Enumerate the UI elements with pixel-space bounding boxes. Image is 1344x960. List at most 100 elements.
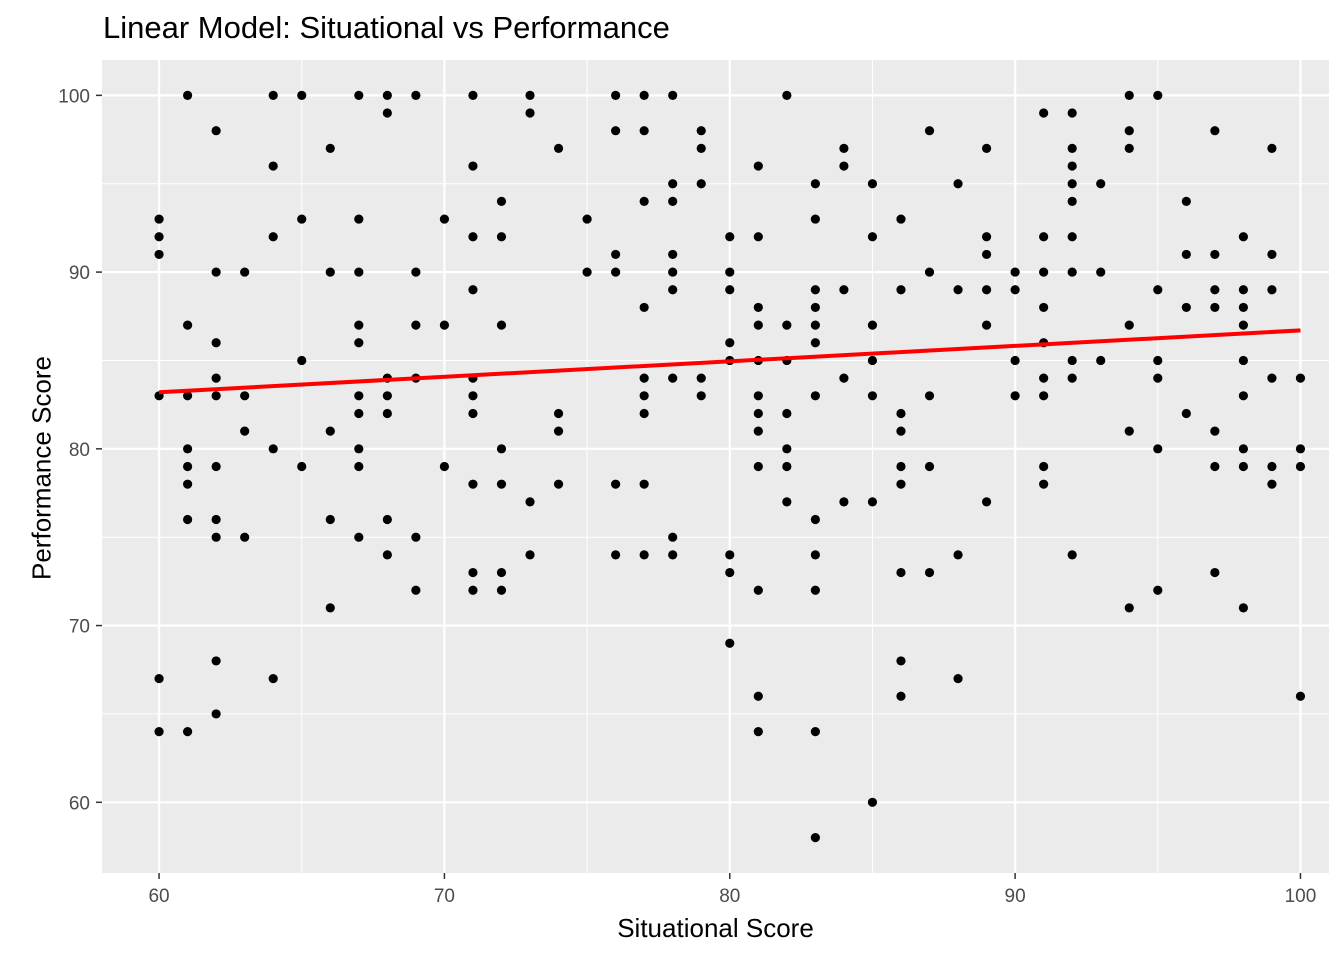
data-point bbox=[497, 480, 506, 489]
data-point bbox=[1068, 161, 1077, 170]
data-point bbox=[896, 656, 905, 665]
data-point bbox=[440, 321, 449, 330]
data-point bbox=[297, 356, 306, 365]
data-point bbox=[1267, 144, 1276, 153]
data-point bbox=[497, 321, 506, 330]
data-point bbox=[1239, 603, 1248, 612]
data-point bbox=[1039, 462, 1048, 471]
data-point bbox=[554, 427, 563, 436]
data-point bbox=[896, 480, 905, 489]
data-point bbox=[326, 267, 335, 276]
data-point bbox=[1125, 126, 1134, 135]
data-point bbox=[269, 444, 278, 453]
data-point bbox=[697, 144, 706, 153]
data-point bbox=[811, 515, 820, 524]
data-point bbox=[1210, 568, 1219, 577]
data-point bbox=[925, 391, 934, 400]
data-point bbox=[1068, 267, 1077, 276]
data-point bbox=[440, 214, 449, 223]
data-point bbox=[1296, 374, 1305, 383]
data-point bbox=[725, 639, 734, 648]
data-point bbox=[1011, 285, 1020, 294]
data-point bbox=[640, 550, 649, 559]
data-point bbox=[354, 409, 363, 418]
data-point bbox=[811, 338, 820, 347]
data-point bbox=[1239, 356, 1248, 365]
data-point bbox=[754, 232, 763, 241]
data-point bbox=[668, 250, 677, 259]
data-point bbox=[896, 568, 905, 577]
data-point bbox=[383, 550, 392, 559]
x-axis-ticks: 60 70 80 90 100 bbox=[148, 873, 1316, 907]
data-point bbox=[1296, 444, 1305, 453]
data-point bbox=[1296, 462, 1305, 471]
data-point bbox=[697, 179, 706, 188]
data-point bbox=[697, 126, 706, 135]
data-point bbox=[468, 232, 477, 241]
data-point bbox=[1267, 285, 1276, 294]
data-point bbox=[1210, 427, 1219, 436]
data-point bbox=[1239, 444, 1248, 453]
data-point bbox=[354, 91, 363, 100]
data-point bbox=[754, 391, 763, 400]
data-point bbox=[839, 144, 848, 153]
data-point bbox=[1125, 91, 1134, 100]
data-point bbox=[668, 197, 677, 206]
data-point bbox=[668, 374, 677, 383]
data-point bbox=[354, 321, 363, 330]
data-point bbox=[868, 321, 877, 330]
data-point bbox=[354, 533, 363, 542]
data-point bbox=[868, 798, 877, 807]
data-point bbox=[1267, 480, 1276, 489]
data-point bbox=[582, 214, 591, 223]
data-point bbox=[354, 338, 363, 347]
data-point bbox=[240, 427, 249, 436]
data-point bbox=[411, 586, 420, 595]
data-point bbox=[782, 321, 791, 330]
data-point bbox=[1068, 356, 1077, 365]
data-point bbox=[1125, 144, 1134, 153]
data-point bbox=[383, 515, 392, 524]
data-point bbox=[1239, 285, 1248, 294]
data-point bbox=[754, 462, 763, 471]
data-point bbox=[754, 321, 763, 330]
data-point bbox=[754, 409, 763, 418]
y-tick-label: 100 bbox=[58, 86, 90, 107]
data-point bbox=[154, 232, 163, 241]
data-point bbox=[982, 497, 991, 506]
data-point bbox=[1068, 197, 1077, 206]
data-point bbox=[440, 462, 449, 471]
data-point bbox=[725, 568, 734, 577]
x-tick-label: 80 bbox=[719, 886, 740, 907]
data-point bbox=[497, 232, 506, 241]
data-point bbox=[554, 480, 563, 489]
x-tick-label: 60 bbox=[148, 886, 169, 907]
data-point bbox=[668, 285, 677, 294]
data-point bbox=[782, 91, 791, 100]
data-point bbox=[1068, 144, 1077, 153]
data-point bbox=[297, 462, 306, 471]
data-point bbox=[953, 550, 962, 559]
data-point bbox=[354, 267, 363, 276]
data-point bbox=[326, 515, 335, 524]
data-point bbox=[240, 533, 249, 542]
data-point bbox=[212, 533, 221, 542]
data-point bbox=[1068, 108, 1077, 117]
data-point bbox=[953, 285, 962, 294]
data-point bbox=[269, 232, 278, 241]
data-point bbox=[896, 285, 905, 294]
data-point bbox=[326, 144, 335, 153]
y-tick-label: 90 bbox=[69, 263, 90, 284]
data-point bbox=[154, 674, 163, 683]
data-point bbox=[982, 144, 991, 153]
data-point bbox=[754, 727, 763, 736]
data-point bbox=[411, 321, 420, 330]
data-point bbox=[811, 727, 820, 736]
data-point bbox=[1153, 444, 1162, 453]
data-point bbox=[468, 586, 477, 595]
data-point bbox=[868, 179, 877, 188]
data-point bbox=[725, 267, 734, 276]
data-point bbox=[1267, 374, 1276, 383]
data-point bbox=[183, 727, 192, 736]
data-point bbox=[896, 427, 905, 436]
